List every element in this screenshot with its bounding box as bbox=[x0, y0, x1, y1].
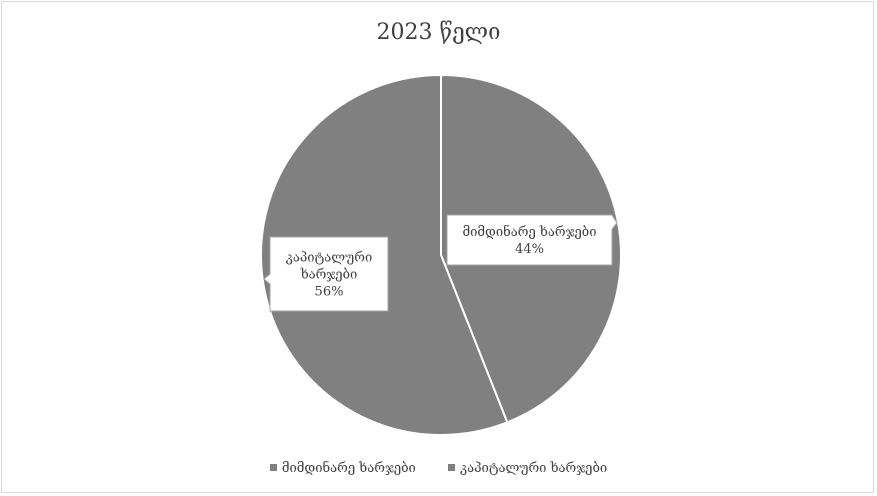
legend-label-current-expenses: მიმდინარე ხარჯები bbox=[281, 461, 416, 476]
legend-item-current-expenses: მიმდინარე ხარჯები bbox=[269, 461, 416, 476]
data-label-capital-expenses: კაპიტალური ხარჯები 56% bbox=[263, 236, 389, 312]
chart-title: 2023 წელი bbox=[376, 20, 501, 45]
data-label-capital-expenses-text: ხარჯები bbox=[300, 268, 358, 283]
legend-item-capital-expenses: კაპიტალური ხარჯები bbox=[447, 461, 608, 476]
data-label-current-expenses-percent: 44% bbox=[515, 242, 544, 257]
legend-swatch-capital-expenses bbox=[447, 464, 455, 471]
data-label-capital-expenses-box bbox=[263, 236, 389, 312]
legend: მიმდინარე ხარჯები კაპიტალური ხარჯები bbox=[0, 461, 877, 476]
data-label-capital-expenses-text: კაპიტალური bbox=[286, 251, 372, 266]
data-label-current-expenses-box bbox=[446, 214, 618, 266]
legend-label-capital-expenses: კაპიტალური ხარჯები bbox=[459, 461, 608, 476]
legend-swatch-current-expenses bbox=[269, 464, 277, 471]
data-label-current-expenses-text: მიმდინარე ხარჯები bbox=[463, 224, 597, 240]
data-label-capital-expenses-percent: 56% bbox=[315, 285, 344, 300]
data-label-current-expenses: მიმდინარე ხარჯები 44% bbox=[446, 214, 618, 266]
